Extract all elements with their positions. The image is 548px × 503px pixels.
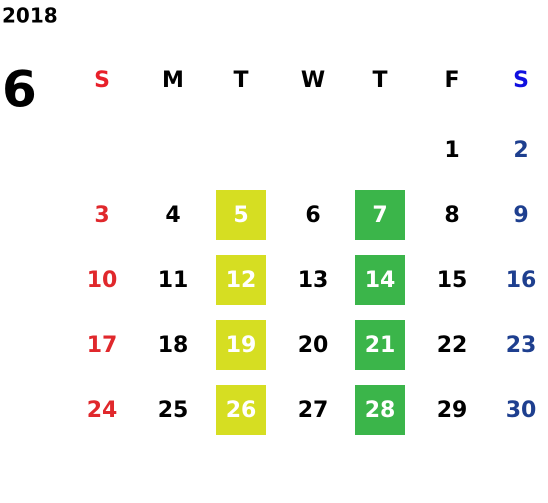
day-number: 4 xyxy=(165,203,180,228)
day-number: 9 xyxy=(513,203,528,228)
day-number: 3 xyxy=(94,203,109,228)
day-highlight xyxy=(355,320,405,370)
day-number: 25 xyxy=(158,398,189,423)
day-number: 12 xyxy=(226,268,257,293)
day-number: 30 xyxy=(506,398,537,423)
day-number: 16 xyxy=(506,268,537,293)
day-highlight xyxy=(216,385,266,435)
day-number: 5 xyxy=(233,203,248,228)
weekday-label: W xyxy=(301,68,325,93)
day-number: 13 xyxy=(298,268,329,293)
day-number: 28 xyxy=(365,398,396,423)
day-highlight xyxy=(216,320,266,370)
day-number: 21 xyxy=(365,333,396,358)
day-number: 17 xyxy=(87,333,118,358)
day-number: 19 xyxy=(226,333,257,358)
day-number: 11 xyxy=(158,268,189,293)
day-highlight xyxy=(355,255,405,305)
weekday-label: F xyxy=(444,68,459,93)
weekday-label: S xyxy=(94,68,110,93)
day-number: 1 xyxy=(444,138,459,163)
day-highlight xyxy=(355,190,405,240)
day-number: 15 xyxy=(437,268,468,293)
day-number: 14 xyxy=(365,268,396,293)
day-number: 26 xyxy=(226,398,257,423)
day-number: 20 xyxy=(298,333,329,358)
day-number: 10 xyxy=(87,268,118,293)
day-number: 18 xyxy=(158,333,189,358)
day-highlight xyxy=(216,190,266,240)
day-number: 2 xyxy=(513,138,528,163)
day-number: 6 xyxy=(305,203,320,228)
day-highlight xyxy=(216,255,266,305)
weekday-label: T xyxy=(233,68,248,93)
day-number: 7 xyxy=(372,203,387,228)
weekday-label: T xyxy=(372,68,387,93)
day-number: 23 xyxy=(506,333,537,358)
day-highlight xyxy=(355,385,405,435)
month: 6 xyxy=(2,61,37,119)
day-number: 22 xyxy=(437,333,468,358)
weekday-label: S xyxy=(513,68,529,93)
weekday-label: M xyxy=(162,68,184,93)
year: 2018 xyxy=(2,4,58,28)
day-number: 24 xyxy=(87,398,118,423)
day-number: 29 xyxy=(437,398,468,423)
day-number: 27 xyxy=(298,398,329,423)
day-number: 8 xyxy=(444,203,459,228)
